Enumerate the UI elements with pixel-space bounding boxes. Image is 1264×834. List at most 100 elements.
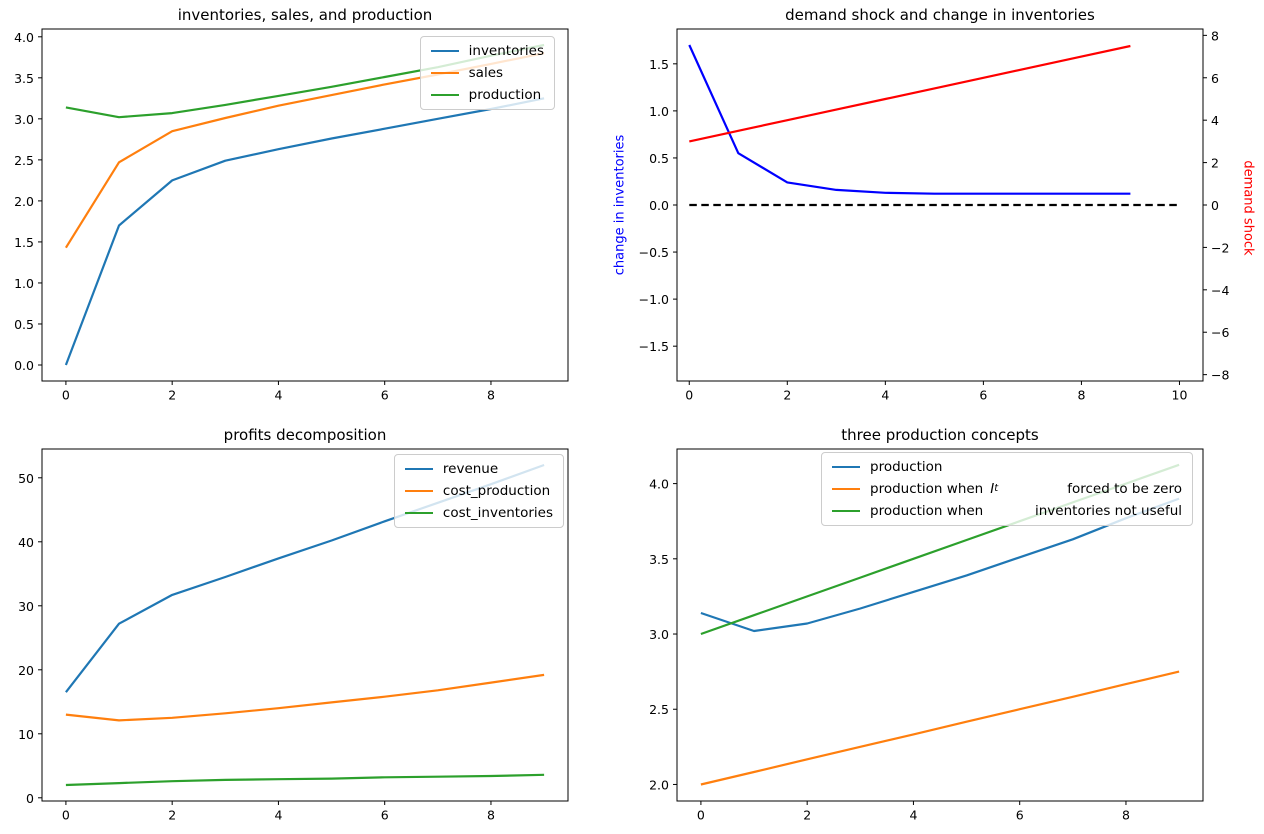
- x-tick-label: 4: [274, 808, 282, 823]
- series-line-production: [700, 497, 1180, 633]
- legend-entry-production-when-inventories-not-useful: production when inventories not useful: [832, 502, 1182, 520]
- y-axis-ticks: 0.0 0.5 1.0 1.5 2.0 2.5 3.0 3.5 4.0: [14, 30, 42, 373]
- legend-math-symbol: I: [990, 481, 995, 497]
- series-group: [688, 44, 1180, 207]
- y-axis-label-demand-shock: demand shock: [1240, 160, 1256, 256]
- axes-frame: [41, 28, 569, 382]
- y-axis-label-change-in-inventories: change in inventories: [612, 134, 628, 276]
- legend-label: revenue: [442, 461, 499, 477]
- legend-bottom-left-chart: revenue cost_production cost_inventories: [393, 454, 564, 528]
- x-tick-label: 2: [168, 388, 176, 403]
- y-tick-label: 50: [18, 471, 34, 486]
- y-axis-ticks: 2.0 2.5 3.0 3.5 4.0: [649, 477, 677, 792]
- legend-entry-inventories: inventories: [430, 42, 544, 60]
- legend-label: cost_production: [442, 483, 551, 499]
- x-tick-label: 8: [1122, 808, 1130, 823]
- x-axis-ticks: 0 2 4 6 8: [62, 381, 495, 403]
- axes-frame: [676, 448, 1204, 802]
- legend-label: production when: [870, 481, 984, 497]
- legend-line-swatch: [832, 509, 860, 513]
- legend-entry-revenue: revenue: [404, 460, 553, 478]
- chart-title-bottom-left: profits decomposition: [223, 426, 387, 444]
- axes-frame: [41, 448, 569, 802]
- legend-line-swatch: [430, 93, 459, 97]
- legend-entry-sales: sales: [430, 64, 544, 82]
- legend-math-subscript: t: [994, 483, 999, 494]
- y-tick-label: 0.5: [14, 317, 34, 332]
- y-tick-label: 10: [18, 727, 34, 742]
- y-tick-label: 4.0: [649, 477, 669, 492]
- x-tick-label: 8: [487, 388, 495, 403]
- x-tick-label: 0: [62, 808, 70, 823]
- chart-title-top-left: inventories, sales, and production: [177, 6, 433, 24]
- y-axis-ticks: 0 10 20 30 40 50: [18, 471, 42, 806]
- y-axis-right-ticks: 8 6 4 2 0 −2 −4 −6 −8: [1203, 28, 1229, 383]
- x-tick-label: 6: [1016, 808, 1024, 823]
- y-tick-label: 3.0: [649, 627, 669, 642]
- x-tick-label: 4: [881, 388, 889, 403]
- y-tick-label: 3.5: [14, 71, 34, 86]
- y-tick-right-label: 4: [1211, 113, 1219, 128]
- y-tick-label: 30: [18, 599, 34, 614]
- x-tick-label: 0: [697, 808, 705, 823]
- x-tick-label: 6: [979, 388, 987, 403]
- legend-label: cost_inventories: [442, 505, 553, 521]
- subplot-demand-shock-and-change-in-inventories: 0 2 4 6 8 10 1.5 1.0 0.5 0.0 −0.5 −1.0 −1.5 8 6 4 2 0 −2 −4…: [639, 28, 1230, 402]
- y-tick-label: 2.0: [14, 194, 34, 209]
- legend-label: sales: [468, 65, 504, 81]
- legend-line-swatch: [832, 487, 860, 491]
- y-axis-ticks: 1.5 1.0 0.5 0.0 −0.5 −1.0 −1.5: [639, 57, 677, 354]
- x-tick-label: 8: [1077, 388, 1085, 403]
- x-axis-ticks: 0 2 4 6 8 10: [685, 381, 1187, 403]
- y-tick-right-label: 6: [1211, 71, 1219, 86]
- legend-entry-production: production: [430, 86, 544, 104]
- y-tick-right-label: −6: [1211, 325, 1229, 340]
- y-tick-label: 2.5: [649, 702, 669, 717]
- y-tick-right-label: −2: [1211, 240, 1229, 255]
- legend-label-right: forced to be zero: [1067, 481, 1182, 497]
- y-tick-label: 2.5: [14, 153, 34, 168]
- y-tick-label: −1.0: [639, 292, 669, 307]
- x-tick-label: 4: [909, 808, 917, 823]
- x-tick-label: 2: [803, 808, 811, 823]
- x-tick-label: 10: [1172, 388, 1188, 403]
- legend-label: production: [468, 87, 542, 103]
- series-line-demand-shock: [689, 44, 1131, 143]
- legend-entry-cost-production: cost_production: [404, 482, 553, 500]
- series-line-cost-inventories: [65, 773, 545, 787]
- y-tick-label: 40: [18, 535, 34, 550]
- chart-title-top-right: demand shock and change in inventories: [785, 6, 1095, 24]
- x-tick-label: 0: [685, 388, 693, 403]
- x-tick-label: 8: [487, 808, 495, 823]
- x-axis-ticks: 0 2 4 6 8: [697, 801, 1130, 823]
- y-tick-right-label: −8: [1211, 368, 1229, 383]
- x-tick-label: 0: [62, 388, 70, 403]
- series-line-change-in-inventories: [688, 44, 1131, 195]
- x-tick-label: 6: [381, 808, 389, 823]
- y-tick-label: 3.0: [14, 112, 34, 127]
- y-tick-right-label: 2: [1211, 156, 1219, 171]
- x-tick-label: 4: [274, 388, 282, 403]
- x-tick-label: 6: [381, 388, 389, 403]
- y-tick-right-label: 0: [1211, 198, 1219, 213]
- y-tick-label: 4.0: [14, 30, 34, 45]
- y-tick-label: 0.0: [14, 358, 34, 373]
- legend-line-swatch: [430, 49, 459, 53]
- series-line-inventories: [64, 97, 545, 366]
- y-tick-label: 0.5: [649, 151, 669, 166]
- y-tick-label: −1.5: [639, 339, 669, 354]
- y-tick-label: 1.0: [649, 104, 669, 119]
- legend-line-swatch: [404, 489, 433, 493]
- series-line-cost-production: [65, 673, 545, 722]
- legend-entry-cost-inventories: cost_inventories: [404, 504, 553, 522]
- y-tick-label: 0: [26, 791, 34, 806]
- x-axis-ticks: 0 2 4 6 8: [62, 801, 495, 823]
- legend-top-left-chart: inventories sales production: [419, 36, 555, 110]
- subplot-inventories-sales-and-production: 0 2 4 6 8 0.0 0.5 1.0 1.5 2.0 2.5 3.0 3.5 4.0: [14, 28, 569, 403]
- y-tick-right-label: 8: [1211, 28, 1219, 43]
- legend-label: production when: [870, 503, 984, 519]
- legend-line-swatch: [404, 467, 433, 471]
